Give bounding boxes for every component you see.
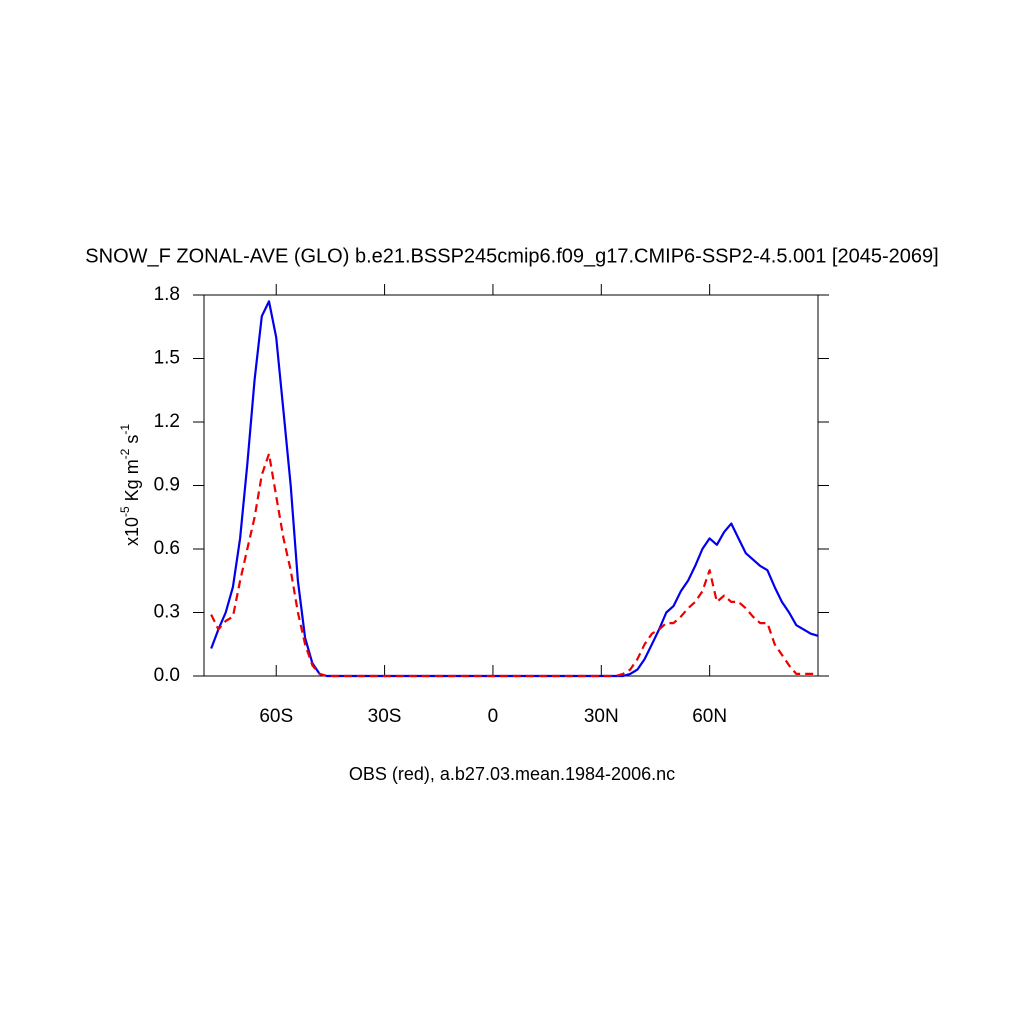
plot-frame [203,294,819,677]
superscript: -5 [118,506,132,517]
y-axis-label-text: x10-5 Kg m-2 s-1 [118,424,142,546]
y-tick-label: 1.5 [154,348,180,369]
superscript: -1 [118,424,132,435]
y-axis-label: x10-5 Kg m-2 s-1 [118,424,142,546]
x-tick-label: 60N [692,706,727,727]
series-line [210,452,818,678]
y-tick-label: 0.3 [154,602,180,623]
chart-title: SNOW_F ZONAL-AVE (GLO) b.e21.BSSP245cmip… [85,245,938,267]
x-tick-label: 30S [368,706,402,727]
y-tick-label: 1.8 [154,284,180,305]
superscript: -2 [118,448,132,459]
y-tick-label: 0.9 [154,475,180,496]
series-line [210,300,819,678]
x-tick-label: 30N [584,706,619,727]
label-part: Kg m [122,459,142,506]
x-tick-label: 60S [259,706,293,727]
y-tick-label: 0.0 [154,665,180,686]
label-part: x10 [122,517,142,546]
y-tick-label: 0.6 [154,538,180,559]
x-tick-label: 0 [488,706,499,727]
chart-subtitle: OBS (red), a.b27.03.mean.1984-2006.nc [349,764,675,784]
y-tick-label: 1.2 [154,411,180,432]
label-part: s [122,435,142,449]
